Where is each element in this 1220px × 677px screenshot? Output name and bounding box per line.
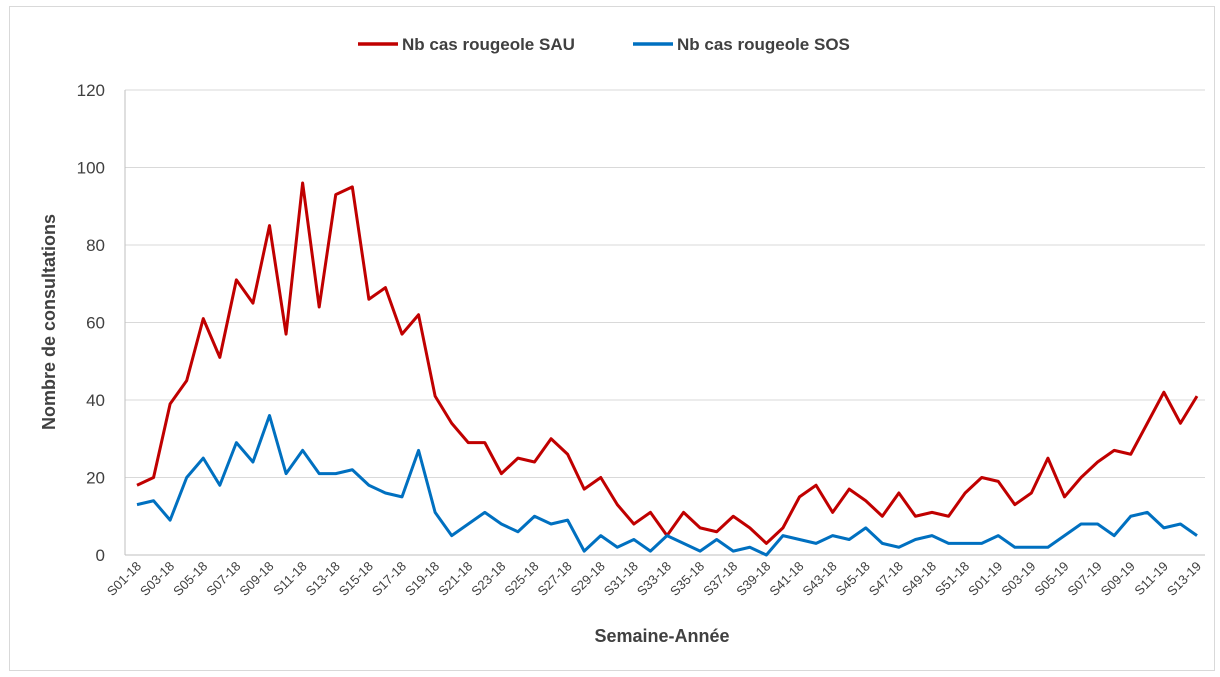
y-axis-title: Nombre de consultations <box>39 214 59 430</box>
y-tick-label: 120 <box>77 81 105 100</box>
y-tick-label: 40 <box>86 391 105 410</box>
x-axis-title: Semaine-Année <box>594 626 729 646</box>
data-line <box>136 414 1198 557</box>
y-tick-label: 0 <box>96 546 105 565</box>
legend: Nb cas rougeole SAU Nb cas rougeole SOS <box>358 35 850 54</box>
y-tick-label: 20 <box>86 469 105 488</box>
legend-label: Nb cas rougeole SOS <box>677 35 850 54</box>
y-tick-label: 80 <box>86 236 105 255</box>
y-tick-label: 100 <box>77 159 105 178</box>
y-tick-label: 60 <box>86 314 105 333</box>
legend-label: Nb cas rougeole SAU <box>402 35 575 54</box>
